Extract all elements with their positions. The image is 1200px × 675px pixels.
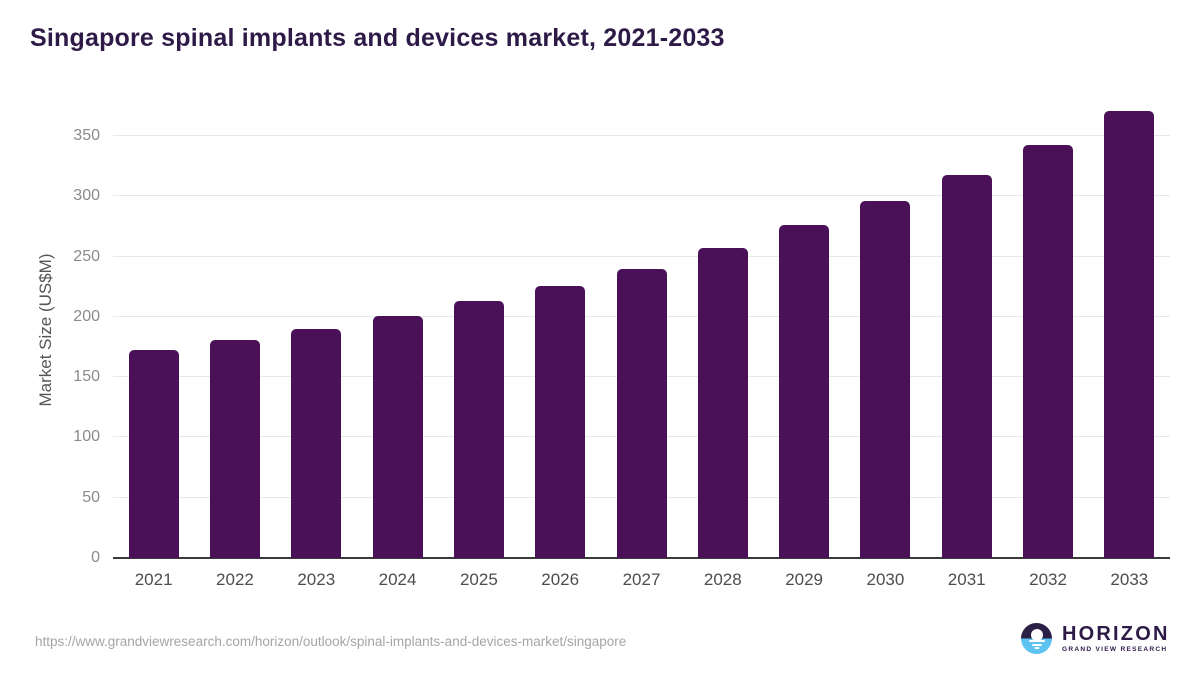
bar-2025 xyxy=(453,301,504,558)
x-tick-label-2024: 2024 xyxy=(378,570,417,589)
bar-2024 xyxy=(372,315,423,558)
logo-subtitle: GRAND VIEW RESEARCH xyxy=(1062,646,1168,653)
bar-2029 xyxy=(779,225,830,558)
logo-wordmark: HORIZON xyxy=(1062,623,1170,645)
bar-2028 xyxy=(697,248,748,558)
x-tick-label-2021: 2021 xyxy=(134,570,173,589)
sun-circle-icon xyxy=(1030,629,1043,641)
y-tick-label-150: 150 xyxy=(73,368,100,386)
x-tick-label-2028: 2028 xyxy=(703,570,742,589)
chart-title: Singapore spinal implants and devices ma… xyxy=(30,24,725,52)
y-tick-label-0: 0 xyxy=(91,549,100,566)
reflection-line-icon xyxy=(1028,640,1045,642)
gridline-250 xyxy=(113,255,1170,257)
horizon-sun-icon xyxy=(1021,623,1052,654)
x-tick-label-2027: 2027 xyxy=(622,570,661,589)
reflection-line-icon xyxy=(1031,643,1042,646)
horizon-logo: HORIZON GRAND VIEW RESEARCH xyxy=(1021,623,1170,654)
x-tick-label-2026: 2026 xyxy=(541,570,580,589)
source-url: https://www.grandviewresearch.com/horizo… xyxy=(35,634,627,649)
x-tick-label-2033: 2033 xyxy=(1110,570,1149,589)
x-tick-label-2031: 2031 xyxy=(947,570,986,589)
bar-2026 xyxy=(535,285,586,558)
gridline-350 xyxy=(113,135,1170,137)
bar-2030 xyxy=(860,201,911,558)
logo-text-block: HORIZON GRAND VIEW RESEARCH xyxy=(1062,624,1170,653)
bar-2027 xyxy=(616,268,667,558)
y-tick-label-350: 350 xyxy=(73,127,100,145)
x-tick-label-2025: 2025 xyxy=(459,570,498,589)
y-tick-label-300: 300 xyxy=(73,187,100,205)
y-tick-label-200: 200 xyxy=(73,307,100,325)
bar-2033 xyxy=(1104,110,1155,558)
y-tick-label-250: 250 xyxy=(73,247,100,265)
footer: https://www.grandviewresearch.com/horizo… xyxy=(0,615,1200,675)
x-tick-label-2029: 2029 xyxy=(785,570,824,589)
bar-2031 xyxy=(941,174,992,558)
x-tick-label-2030: 2030 xyxy=(866,570,905,589)
bar-2022 xyxy=(209,339,260,558)
x-axis-line xyxy=(113,557,1170,559)
plot-area xyxy=(113,100,1170,559)
bar-2032 xyxy=(1023,144,1074,558)
gridline-300 xyxy=(113,195,1170,197)
bar-2023 xyxy=(291,329,342,558)
reflection-line-icon xyxy=(1034,647,1039,649)
x-tick-label-2032: 2032 xyxy=(1029,570,1067,589)
x-tick-label-2023: 2023 xyxy=(297,570,336,589)
x-tick-label-2022: 2022 xyxy=(216,570,254,589)
y-tick-label-50: 50 xyxy=(82,488,100,506)
bar-2021 xyxy=(128,349,179,558)
y-tick-label-100: 100 xyxy=(73,428,100,446)
